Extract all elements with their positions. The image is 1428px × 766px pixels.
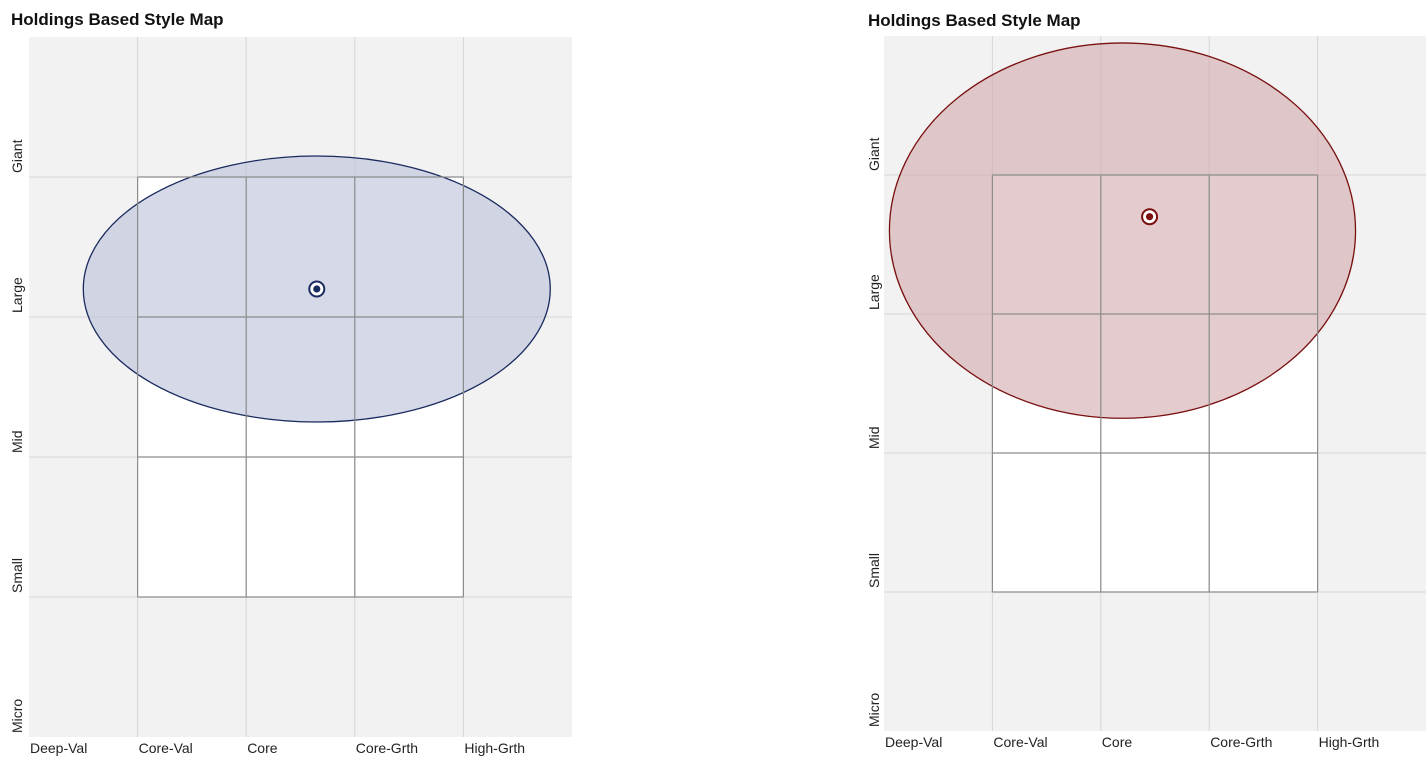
x-tick-label: Core xyxy=(247,740,278,756)
y-tick-label: Micro xyxy=(9,699,25,733)
y-tick-label: Small xyxy=(9,558,25,593)
centroid-marker-dot xyxy=(1145,213,1154,221)
x-tick-label: High-Grth xyxy=(1319,734,1380,750)
centroid-marker-dot xyxy=(313,285,321,293)
style-map-panel-left: Holdings Based Style Map Deep-Val Core-Va… xyxy=(0,0,590,766)
x-tick-label: High-Grth xyxy=(464,740,525,756)
x-tick-label: Core-Val xyxy=(993,734,1047,750)
y-tick-label: Micro xyxy=(866,693,882,727)
y-tick-label: Large xyxy=(866,274,882,310)
x-tick-label: Core xyxy=(1102,734,1133,750)
style-map-chart: Deep-Val Core-Val Core Core-Grth High-Grth Gi… xyxy=(866,36,1426,750)
style-map-chart: Deep-Val Core-Val Core Core-Grth High-Grth Gi… xyxy=(9,37,572,756)
y-tick-label: Small xyxy=(866,553,882,588)
x-tick-label: Core-Grth xyxy=(356,740,418,756)
x-tick-label: Core-Grth xyxy=(1210,734,1272,750)
x-tick-label: Deep-Val xyxy=(885,734,942,750)
y-tick-label: Giant xyxy=(9,139,25,173)
chart-title: Holdings Based Style Map xyxy=(11,10,224,29)
x-tick-label: Core-Val xyxy=(139,740,193,756)
chart-title: Holdings Based Style Map xyxy=(868,11,1081,30)
y-tick-label: Mid xyxy=(866,426,882,449)
y-tick-label: Mid xyxy=(9,430,25,453)
x-tick-label: Deep-Val xyxy=(30,740,87,756)
y-tick-label: Giant xyxy=(866,137,882,171)
y-tick-label: Large xyxy=(9,277,25,313)
style-map-panel-right: Holdings Based Style Map Deep-Val Core-Va… xyxy=(856,0,1428,766)
holdings-ellipse xyxy=(888,42,1357,419)
